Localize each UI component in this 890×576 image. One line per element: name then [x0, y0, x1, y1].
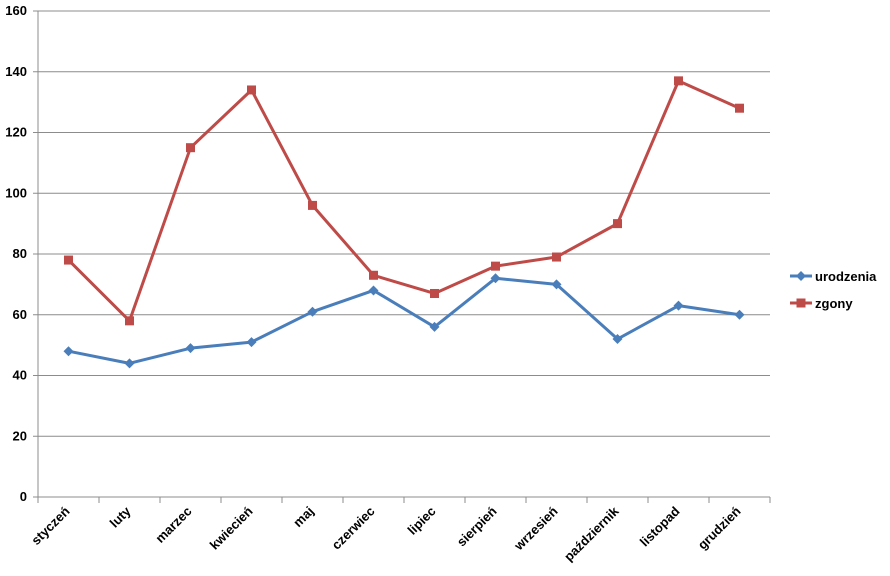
gridlines	[38, 10, 770, 437]
y-tick-label: 120	[5, 125, 27, 140]
x-tick-label: październik	[561, 503, 622, 564]
y-tick-label: 100	[5, 185, 27, 200]
data-point-urodzenia	[673, 300, 684, 311]
data-point-zgony	[64, 255, 73, 265]
data-point-zgony	[552, 252, 561, 262]
x-tick-label: wrzesień	[510, 503, 560, 553]
data-point-zgony	[247, 85, 256, 95]
legend: urodzenia zgony	[790, 269, 877, 311]
x-axis-tick-labels: styczeń luty marzec kwiecień maj czerwiec lipi…	[28, 503, 743, 564]
y-tick-label: 140	[5, 64, 27, 79]
x-tick-label: maj	[290, 504, 316, 530]
x-tick-label: czerwiec	[329, 504, 378, 553]
data-point-urodzenia	[246, 337, 257, 348]
y-axis-tick-labels: 0 20 40 60 80 100 120 140 160	[5, 3, 27, 504]
data-point-urodzenia	[429, 321, 440, 332]
series-line-zgony	[67, 79, 741, 323]
legend-marker-zgony	[796, 298, 806, 308]
data-point-urodzenia	[63, 346, 74, 357]
data-point-urodzenia	[734, 309, 745, 320]
y-tick-label: 60	[13, 307, 27, 322]
legend-label-urodzenia: urodzenia	[815, 269, 877, 284]
data-point-zgony	[613, 219, 622, 229]
x-tick-label: grudzień	[695, 503, 744, 552]
data-point-zgony	[491, 261, 500, 271]
legend-label-zgony: zgony	[815, 296, 853, 311]
series-layer	[63, 76, 745, 369]
x-tick-label: marzec	[152, 504, 194, 546]
axes	[33, 10, 771, 503]
data-point-zgony	[369, 270, 378, 280]
data-point-urodzenia	[368, 285, 379, 296]
x-tick-label: lipiec	[405, 504, 439, 538]
y-tick-label: 80	[13, 246, 27, 261]
data-point-urodzenia	[307, 306, 318, 317]
data-point-zgony	[735, 103, 744, 113]
y-tick-label: 20	[13, 428, 27, 443]
data-point-zgony	[186, 143, 195, 153]
y-tick-label: 0	[20, 489, 27, 504]
legend-marker-urodzenia	[796, 271, 806, 281]
data-point-urodzenia	[612, 334, 623, 345]
data-point-zgony	[308, 200, 317, 210]
data-point-urodzenia	[185, 343, 196, 354]
x-tick-label: sierpień	[454, 503, 500, 549]
series-line-urodzenia	[68, 276, 740, 365]
data-point-zgony	[125, 316, 134, 326]
x-tick-label: styczeń	[28, 503, 72, 547]
x-tick-label: kwiecień	[207, 503, 256, 552]
data-point-zgony	[674, 76, 683, 86]
y-tick-label: 40	[13, 368, 27, 383]
data-point-urodzenia	[124, 358, 135, 369]
data-point-urodzenia	[551, 279, 562, 290]
data-point-zgony	[430, 288, 439, 298]
y-tick-label: 160	[5, 3, 27, 18]
x-tick-label: listopad	[637, 503, 683, 549]
data-point-urodzenia	[490, 273, 501, 284]
x-tick-label: luty	[107, 503, 134, 530]
